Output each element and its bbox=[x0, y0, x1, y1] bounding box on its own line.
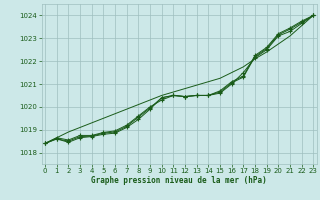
X-axis label: Graphe pression niveau de la mer (hPa): Graphe pression niveau de la mer (hPa) bbox=[91, 176, 267, 185]
